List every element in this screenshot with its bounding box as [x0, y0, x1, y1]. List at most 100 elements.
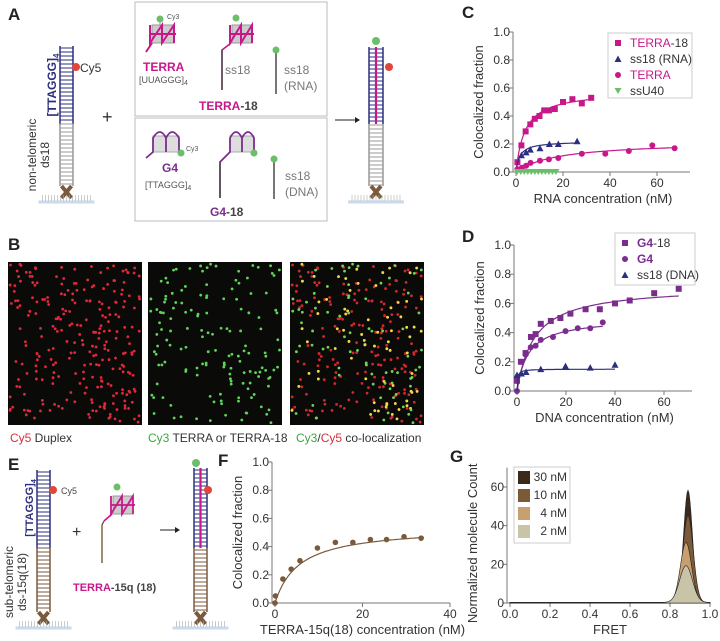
fluorescent-spot — [310, 309, 314, 313]
legend-label: G4 — [637, 252, 653, 266]
fluorescent-spot — [323, 298, 327, 301]
fluorescent-spot — [97, 363, 101, 367]
fluorescent-spot — [310, 409, 314, 413]
fluorescent-spot — [138, 297, 141, 301]
cy3-terra-image — [148, 262, 282, 425]
fluorescent-spot — [367, 299, 370, 303]
fluorescent-spot — [201, 269, 204, 273]
fluorescent-spot — [90, 265, 93, 268]
data-point-circle — [527, 344, 534, 351]
fluorescent-spot — [22, 408, 26, 412]
fluorescent-spot — [373, 344, 376, 348]
fluorescent-spot — [19, 264, 23, 267]
fluorescent-spot — [24, 270, 28, 274]
fluorescent-spot — [123, 399, 127, 403]
fluorescent-spot — [337, 373, 341, 377]
fluorescent-spot — [94, 409, 98, 413]
fluorescent-spot — [294, 412, 298, 415]
fluorescent-spot — [23, 392, 26, 396]
fit-curve — [516, 368, 615, 392]
x-axis-title: FRET — [593, 622, 627, 637]
fluorescent-spot — [150, 393, 154, 397]
fluorescent-spot — [49, 358, 53, 361]
fluorescent-spot — [53, 327, 57, 331]
fluorescent-spot — [44, 365, 47, 369]
fluorescent-spot — [222, 297, 226, 301]
fluorescent-spot — [169, 317, 173, 321]
fluorescent-spot — [317, 358, 321, 362]
fluorescent-spot — [114, 336, 118, 340]
fluorescent-spot — [91, 375, 94, 379]
fluorescent-spot — [199, 264, 203, 268]
fluorescent-spot — [409, 389, 413, 393]
y-tick-label: 60 — [491, 480, 505, 494]
fluorescent-spot — [278, 348, 281, 352]
data-point-circle — [418, 535, 424, 541]
legend-label: TERRA-18 — [630, 36, 688, 50]
fluorescent-spot — [343, 307, 347, 311]
fluorescent-spot — [195, 366, 199, 370]
svg-text:sub-telomeric: sub-telomeric — [2, 546, 16, 618]
cy3-label-bottom: Cy3 — [186, 146, 199, 153]
fluorescent-spot — [389, 358, 393, 361]
fluorescent-spot — [368, 278, 372, 282]
fluorescent-spot — [180, 301, 184, 305]
fluorescent-spot — [98, 327, 102, 331]
fluorescent-spot — [174, 301, 178, 304]
fluorescent-spot — [269, 421, 273, 425]
fluorescent-spot — [403, 391, 406, 395]
fluorescent-spot — [401, 327, 405, 331]
fluorescent-spot — [169, 403, 173, 407]
fluorescent-spot — [321, 347, 325, 351]
fluorescent-spot — [47, 303, 51, 306]
data-point-square — [527, 121, 534, 128]
fluorescent-spot — [347, 283, 351, 287]
fluorescent-spot — [277, 268, 281, 272]
fluorescent-spot — [372, 265, 375, 268]
fluorescent-spot — [69, 351, 73, 355]
fluorescent-spot — [316, 312, 320, 315]
legend-label: G4-18 — [637, 236, 671, 250]
fluorescent-spot — [326, 345, 330, 349]
fluorescent-spot — [155, 333, 159, 336]
y-tick-label: 0 — [497, 596, 504, 610]
fluorescent-spot — [356, 349, 359, 352]
fluorescent-spot — [372, 401, 376, 405]
fluorescent-spot — [51, 324, 55, 328]
data-point-circle — [550, 333, 557, 340]
fluorescent-spot — [408, 271, 412, 275]
fluorescent-spot — [348, 331, 352, 335]
fluorescent-spot — [256, 265, 260, 269]
fluorescent-spot — [106, 282, 110, 286]
fluorescent-spot — [137, 274, 141, 278]
fluorescent-spot — [341, 264, 345, 268]
svg-text:[TTAGGG]4: [TTAGGG]4 — [24, 479, 38, 537]
fluorescent-spot — [127, 294, 131, 298]
legend-swatch — [518, 471, 530, 484]
data-point-square — [578, 100, 585, 107]
fluorescent-spot — [315, 283, 319, 287]
fluorescent-spot — [383, 314, 386, 317]
terra18-icon — [221, 14, 254, 90]
fluorescent-spot — [60, 282, 64, 286]
legend-box — [614, 232, 696, 286]
x-tick-label: 0 — [514, 395, 521, 409]
fluorescent-spot — [379, 281, 383, 285]
fluorescent-spot — [357, 288, 361, 292]
fluorescent-spot — [343, 269, 346, 273]
fluorescent-spot — [92, 284, 96, 287]
fluorescent-spot — [346, 309, 350, 313]
fluorescent-spot — [316, 364, 320, 368]
x-tick-label: 0 — [272, 607, 279, 621]
fluorescent-spot — [164, 276, 168, 280]
fluorescent-spot — [325, 298, 329, 301]
fluorescent-spot — [252, 393, 256, 396]
fluorescent-spot — [55, 275, 58, 278]
fluorescent-spot — [333, 363, 337, 367]
g4-sequence: [TTAGGG]4 — [145, 180, 191, 192]
histogram-area — [509, 565, 711, 604]
fluorescent-spot — [326, 310, 330, 314]
x-axis-title: DNA concentration (nM) — [535, 410, 674, 425]
fluorescent-spot — [388, 387, 392, 391]
cy5-label-e: Cy5 — [61, 486, 77, 496]
